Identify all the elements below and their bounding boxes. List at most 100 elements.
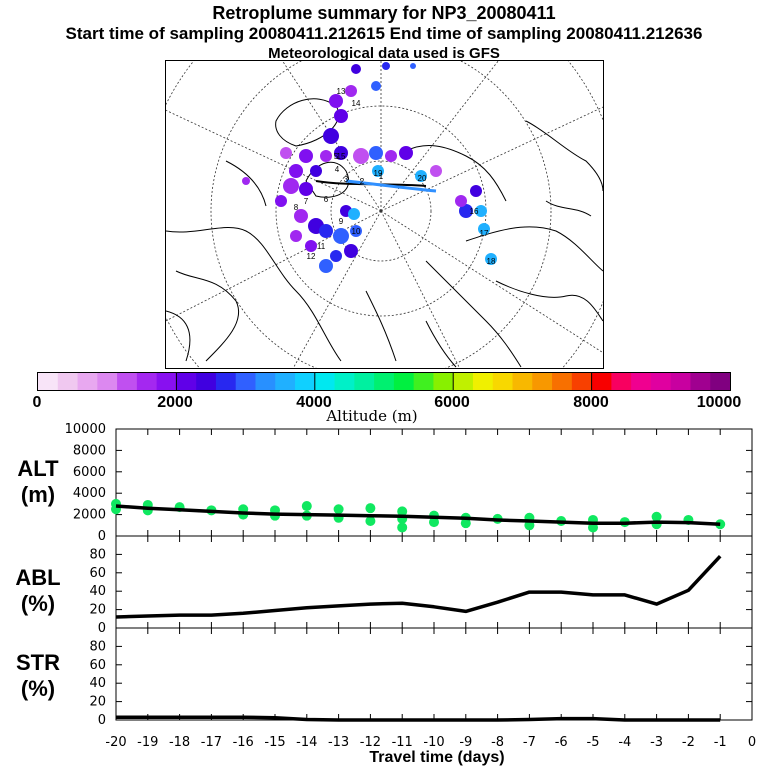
altitude-cluster-point <box>651 511 662 522</box>
colorbar-swatch <box>453 373 474 390</box>
colorbar-swatch <box>196 373 217 390</box>
x-tick-label: -19 <box>137 735 158 750</box>
x-tick-label: -7 <box>523 735 536 750</box>
str-panel-frame <box>115 627 753 721</box>
plume-cluster-dot <box>415 170 427 182</box>
colorbar-swatch <box>374 373 395 390</box>
trajectory-day-label: 20 <box>418 174 427 183</box>
plume-cluster-dot <box>485 253 497 265</box>
trajectory-day-label: 6 <box>324 195 329 204</box>
plume-cluster-dot <box>299 182 313 196</box>
alt-series-line <box>115 504 721 526</box>
trajectory-day-label: 10 <box>352 227 361 236</box>
coastlines <box>166 98 603 368</box>
chart-title: Retroplume summary for NP3_20080411 <box>212 3 556 23</box>
x-tick-label: -17 <box>201 735 222 750</box>
colorbar-swatch <box>690 373 711 390</box>
alt-ytick-label: 0 <box>98 529 106 544</box>
plume-cluster-dot <box>344 244 358 258</box>
altitude-cluster-point <box>397 522 408 533</box>
colorbar-swatch <box>611 373 632 390</box>
plume-cluster-dot <box>330 250 342 262</box>
str-label-line1: STR <box>16 650 60 675</box>
x-tick-label: -2 <box>682 735 695 750</box>
plume-cluster-dot <box>333 228 349 244</box>
colorbar-swatch <box>215 373 237 390</box>
colorbar-swatch <box>512 373 533 390</box>
x-tick-label: -3 <box>650 735 663 750</box>
plume-cluster-dot <box>348 208 360 220</box>
colorbar-swatch <box>571 373 593 390</box>
abl-ytick-label: 60 <box>89 566 106 581</box>
plume-cluster-dot <box>319 224 333 238</box>
colorbar-tick-8000: 8000 <box>573 394 609 411</box>
str-ytick-label: 0 <box>98 713 106 728</box>
altitude-cluster-point <box>301 501 312 512</box>
trajectory-day-label: 4 <box>335 165 340 174</box>
x-axis-label: Travel time (days) <box>369 749 505 766</box>
colorbar-swatches <box>38 373 731 390</box>
colorbar-swatch <box>413 373 434 390</box>
alt-panel-label: ALT (m) <box>12 456 64 508</box>
plume-cluster-dot <box>334 109 348 123</box>
altitude-cluster-point <box>333 504 344 515</box>
trajectory-day-label: 19 <box>374 169 383 178</box>
plume-cluster-dot <box>323 128 339 144</box>
x-tick-label: -12 <box>360 735 381 750</box>
colorbar-swatch <box>255 373 276 390</box>
abl-label-line1: ABL <box>15 565 61 590</box>
altitude-cluster-point <box>397 506 408 517</box>
plume-cluster-dot <box>334 146 348 160</box>
colorbar-swatch <box>38 373 59 390</box>
plume-cluster-dot <box>475 205 487 217</box>
plume-cluster-dot <box>242 177 250 185</box>
abl-ytick-label: 20 <box>89 603 106 618</box>
trajectory-day-label: 15 <box>337 152 346 161</box>
trajectory-day-label: 11 <box>317 242 326 251</box>
alt-ytick-label: 6000 <box>73 465 106 480</box>
colorbar-swatch <box>275 373 296 390</box>
plume-cluster-dot <box>371 81 381 91</box>
trajectory-day-label: 2 <box>360 177 365 186</box>
trajectory-day-label: 16 <box>470 207 479 216</box>
abl-series-line <box>115 555 722 619</box>
x-tick-label: 0 <box>748 735 756 750</box>
plume-cluster-dot <box>329 94 343 108</box>
str-series-line <box>116 715 721 722</box>
x-tick-label: -20 <box>105 735 126 750</box>
x-tick-label: -11 <box>392 735 413 750</box>
plume-cluster-dot <box>275 195 287 207</box>
sampling-times: Start time of sampling 20080411.212615 E… <box>65 24 703 43</box>
abl-panel-label: ABL (%) <box>12 565 64 617</box>
plume-cluster-dot <box>459 204 473 218</box>
plume-cluster-dot <box>294 209 308 223</box>
x-tick-label: -14 <box>296 735 317 750</box>
plume-cluster-dot <box>399 146 413 160</box>
x-tick-label: -5 <box>587 735 600 750</box>
colorbar-swatch <box>57 373 79 390</box>
colorbar-label: Altitude (m) <box>326 407 418 425</box>
lat-circle-80 <box>330 160 432 262</box>
altitude-cluster-point <box>365 516 376 527</box>
trajectory-day-label: 14 <box>352 99 361 108</box>
altitude-cluster-point <box>715 519 726 530</box>
str-ytick-label: 20 <box>89 695 106 710</box>
plume-cluster-dot <box>290 230 302 242</box>
colorbar-tick-4000: 4000 <box>296 394 332 411</box>
plume-cluster-dot <box>320 150 332 162</box>
colorbar-swatch <box>710 373 731 390</box>
colorbar-swatch <box>334 373 355 390</box>
abl-ytick-label: 80 <box>89 547 106 562</box>
colorbar-swatch <box>77 373 98 390</box>
plume-cluster-dot <box>350 225 362 237</box>
alt-ytick-label: 4000 <box>73 486 106 501</box>
plume-cluster-dot <box>289 164 303 178</box>
colorbar-swatch <box>156 373 177 390</box>
trajectory-day-label: 1 <box>379 172 384 181</box>
alt-ytick-label: 10000 <box>65 422 106 437</box>
plume-cluster-dot <box>353 148 369 164</box>
plume-cluster-dot <box>299 149 313 163</box>
